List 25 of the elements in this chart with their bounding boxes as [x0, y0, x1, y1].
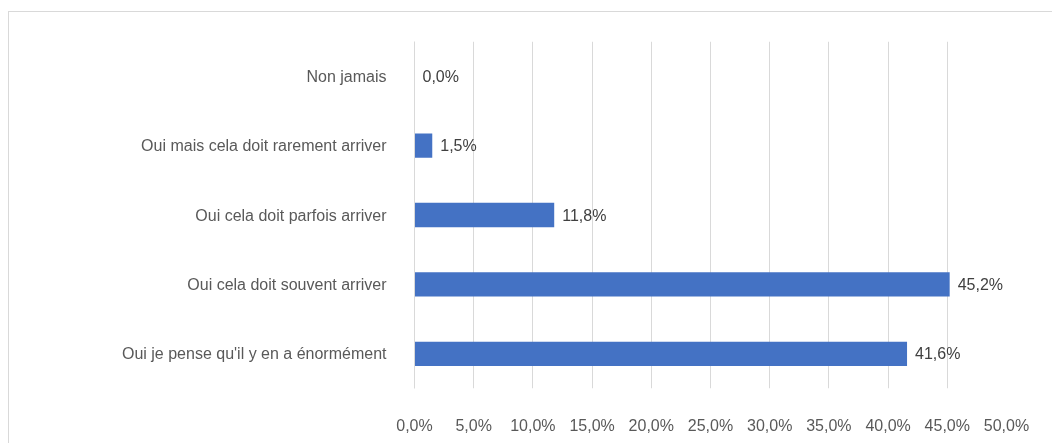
data-label: 41,6% — [915, 345, 961, 363]
data-label: 0,0% — [422, 67, 459, 85]
data-label: 11,8% — [562, 206, 607, 224]
x-tick-label: 0,0% — [396, 416, 433, 434]
bar — [414, 133, 433, 158]
y-tick-label: Oui cela doit souvent arriver — [187, 275, 388, 293]
x-tick-label: 40,0% — [865, 416, 911, 434]
x-tick-label: 20,0% — [628, 416, 674, 434]
x-tick-label: 45,0% — [924, 416, 970, 434]
x-tick-label: 30,0% — [747, 416, 793, 434]
x-tick-label: 35,0% — [806, 416, 852, 434]
y-tick-label: Oui je pense qu'il y en a énormément — [121, 345, 388, 363]
x-tick-label: 25,0% — [687, 416, 734, 434]
data-label: 45,2% — [957, 275, 1004, 293]
y-tick-label: Non jamais — [306, 67, 387, 85]
x-tick-label: 5,0% — [455, 416, 492, 434]
bar — [414, 341, 908, 366]
x-tick-label: 50,0% — [983, 416, 1030, 434]
y-tick-label: Oui mais cela doit rarement arriver — [141, 137, 388, 155]
data-label: 1,5% — [440, 137, 477, 155]
x-tick-label: 10,0% — [510, 416, 556, 434]
bar — [414, 202, 555, 228]
bar — [414, 272, 950, 297]
x-tick-label: 15,0% — [569, 416, 615, 434]
y-tick-label: Oui cela doit parfois arriver — [195, 206, 388, 224]
